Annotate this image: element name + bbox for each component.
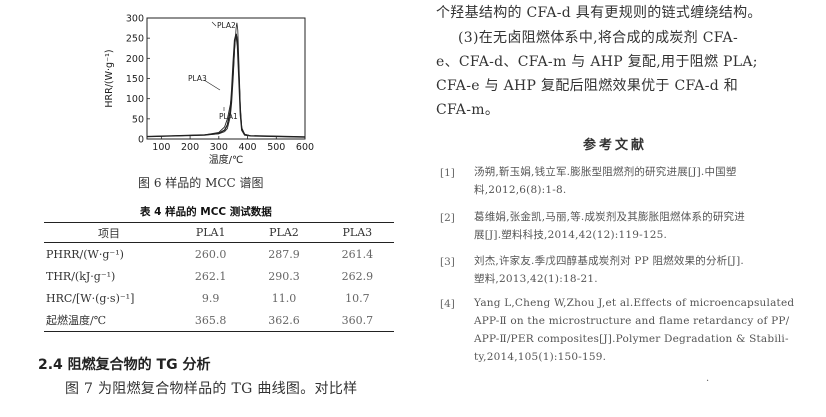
mcc-table: 项目 PLA1 PLA2 PLA3 PHRR/(W·g⁻¹) 260.0 287… [44,222,394,332]
table-header: PLA2 [247,222,321,243]
table-cell: 262.1 [194,269,227,283]
callout-line [211,21,217,27]
y-tick-label: 50 [132,114,144,125]
table-row: THR/(kJ·g⁻¹) 262.1 290.3 262.9 [44,265,394,287]
x-axis-label: 温度/℃ [209,153,244,166]
y-tick-label: 0 [138,135,144,146]
references-heading: 参考文献 [583,138,648,153]
row-label: HRC/[W·(g·s)⁻¹] [46,291,135,305]
series-label-pla1: PLA1 [219,112,238,121]
x-tick-label: 500 [267,142,285,153]
x-tick-label: 600 [296,142,314,153]
section-heading: 2.4 阻燃复合物的 TG 分析 [38,357,211,373]
table-header-row: 项目 PLA1 PLA2 PLA3 [44,222,394,243]
table-cell: 360.7 [320,309,394,332]
body-text-line: CFA-e 与 AHP 复配后阻燃效果优于 CFA-d 和 [436,78,739,94]
table-cell: 10.7 [345,291,370,305]
y-tick-label: 200 [126,54,144,65]
callout-line [203,79,221,91]
y-tick-label: 100 [126,94,144,105]
body-text-line: 个羟基结构的 CFA-d 具有更规则的链式缠绕结构。 [436,5,762,21]
reference-number: [3] [440,256,455,268]
y-axis-label: HRR/(W·g⁻¹) [104,49,115,107]
table-row: 起燃温度/℃ 365.8 362.6 360.7 [44,309,394,332]
table-row: PHRR/(W·g⁻¹) 260.0 287.9 261.4 [44,243,394,266]
table-cell: 261.4 [341,247,374,261]
table-cell: 362.6 [247,309,321,332]
reference-entry: 汤朔,靳玉娟,钱立军.膨胀型阻燃剂的研究进展[J].中国塑 料,2012,6(8)… [474,166,737,196]
table-row: HRC/[W·(g·s)⁻¹] 9.9 11.0 10.7 [44,287,394,309]
y-tick-label: 250 [126,34,144,45]
table-header: PLA1 [174,222,248,243]
figure-caption: 图 6 样品的 MCC 谱图 [138,176,264,190]
table-cell: 9.9 [201,291,220,305]
reference-entry: Yang L,Cheng W,Zhou J,et al.Effects of m… [474,297,795,363]
table-title: 表 4 样品的 MCC 测试数据 [140,206,272,218]
reference-number: [4] [440,298,455,310]
body-text-line: e、CFA-d、CFA-m 与 AHP 复配,用于阻燃 PLA; [436,54,758,70]
chart-axes [146,17,306,140]
x-tick-label: 300 [210,142,228,153]
table-cell: 290.3 [268,269,300,283]
series-label-pla3: PLA3 [188,74,207,83]
table-header: PLA3 [320,222,394,243]
table-cell: 260.0 [194,247,227,261]
table-cell: 287.9 [268,247,300,261]
body-text-line: 图 7 为阻燃复合物样品的 TG 曲线图。对比样 [65,381,358,397]
chart-lines [146,22,306,138]
table-header: 项目 [44,222,174,243]
row-label: PHRR/(W·g⁻¹) [46,247,124,261]
y-tick-label: 300 [126,14,144,25]
x-tick-label: 400 [238,142,256,153]
series-line-pla3 [146,33,306,138]
body-text-line: (3)在无卤阻燃体系中,将合成的成炭剂 CFA- [458,30,738,46]
reference-number: [1] [440,167,455,179]
chart-labels: 100 200 300 400 500 600050100150200250300温度/℃… [104,14,314,167]
mcc-chart: 100 200 300 400 500 600050100150200250300温度/℃… [104,14,314,167]
reference-entry: 刘杰,许家友.季戊四醇基成炭剂对 PP 阻燃效果的分析[J]. 塑料,2013,4… [474,255,744,285]
body-text-line: CFA-m。 [436,102,500,118]
y-tick-label: 150 [126,74,144,85]
row-label: THR/(kJ·g⁻¹) [46,269,116,283]
row-label: 起燃温度/℃ [44,309,174,332]
table-cell: 11.0 [271,291,297,305]
reference-number: [2] [440,212,455,224]
table-cell: 365.8 [174,309,248,332]
table-cell: 262.9 [341,269,374,283]
page-mark: · [706,376,710,387]
x-tick-label: 200 [181,142,199,153]
reference-entry: 葛维娟,张金凯,马丽,等.成炭剂及其膨胀阻燃体系的研究进 展[J].塑料科技,20… [474,211,745,241]
series-label-pla2: PLA2 [217,21,236,30]
x-tick-label: 100 [152,142,170,153]
